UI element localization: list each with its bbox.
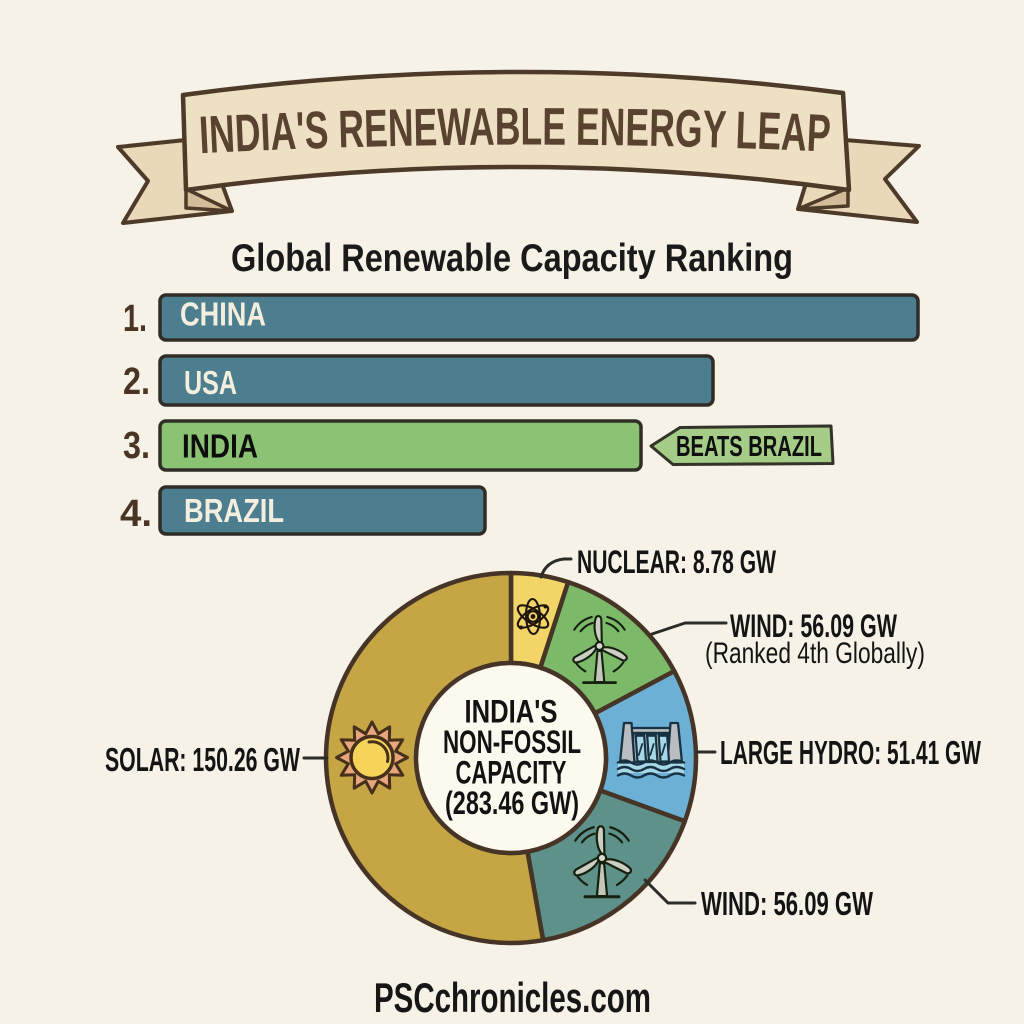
svg-text:USA: USA (184, 364, 237, 401)
svg-text:(Ranked 4th Globally): (Ranked 4th Globally) (705, 637, 925, 670)
svg-text:WIND: 56.09 GW: WIND: 56.09 GW (701, 885, 874, 922)
svg-text:BEATS BRAZIL: BEATS BRAZIL (676, 431, 822, 463)
svg-text:SOLAR: 150.26 GW: SOLAR: 150.26 GW (105, 741, 301, 778)
svg-text:BRAZIL: BRAZIL (184, 492, 284, 529)
svg-text:CHINA: CHINA (180, 296, 266, 333)
svg-text:2.: 2. (123, 361, 150, 403)
svg-text:CAPACITY: CAPACITY (456, 755, 567, 791)
svg-text:NON-FOSSIL: NON-FOSSIL (443, 724, 581, 760)
svg-text:NUCLEAR: 8.78 GW: NUCLEAR: 8.78 GW (577, 544, 777, 580)
svg-text:4.: 4. (120, 493, 152, 535)
svg-text:3.: 3. (123, 425, 150, 467)
svg-text:LARGE HYDRO: 51.41 GW: LARGE HYDRO: 51.41 GW (720, 734, 982, 771)
svg-text:PSCchronicles.com: PSCchronicles.com (374, 974, 651, 1021)
svg-text:Global Renewable Capacity Rank: Global Renewable Capacity Ranking (231, 237, 793, 280)
svg-text:INDIA: INDIA (182, 428, 258, 465)
svg-text:WIND: 56.09 GW: WIND: 56.09 GW (730, 608, 898, 644)
svg-text:(283.46 GW): (283.46 GW) (445, 785, 579, 821)
svg-text:INDIA'S RENEWABLE ENERGY LEAP: INDIA'S RENEWABLE ENERGY LEAP (198, 98, 832, 166)
svg-text:1.: 1. (123, 298, 147, 340)
svg-text:INDIA'S: INDIA'S (465, 694, 558, 730)
